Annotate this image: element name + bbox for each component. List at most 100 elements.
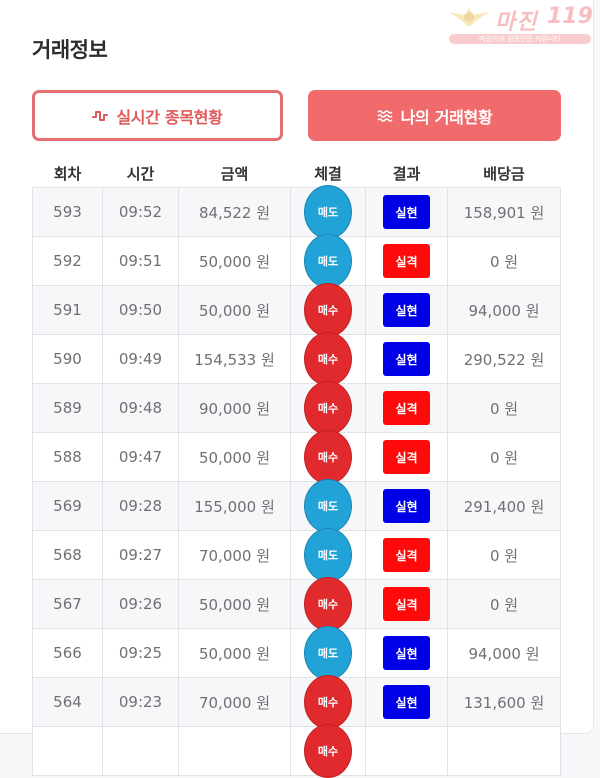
disqualified-badge: 실격 (383, 538, 430, 572)
sell-badge: 매도 (304, 626, 352, 680)
page-title: 거래정보 (32, 38, 108, 62)
buy-badge: 매수 (304, 381, 352, 435)
buy-badge: 매수 (304, 283, 352, 337)
amount-cell (178, 726, 291, 776)
realized-badge: 실현 (383, 293, 430, 327)
payout-cell: 0 원 (447, 530, 561, 580)
tab-my-trades-label: 나의 거래현황 (400, 107, 493, 127)
realized-badge: 실현 (383, 342, 430, 376)
sell-badge: 매도 (304, 185, 352, 239)
execution-cell: 매도 (290, 528, 366, 582)
execution-cell: 매도 (290, 626, 366, 680)
round-cell: 590 (32, 334, 103, 384)
column-header-result: 결과 (392, 165, 421, 183)
buy-badge: 매수 (304, 577, 352, 631)
watermark-logo: 마진 119 마진거래 검증전문 커뮤니티 (447, 4, 597, 44)
amount-cell: 90,000 원 (178, 383, 291, 433)
buy-badge: 매수 (304, 332, 352, 386)
round-cell (32, 726, 103, 776)
buy-badge: 매수 (304, 675, 352, 729)
trade-history-table: 회차 시간 금액 체결 결과 배당금 593 09:52 84,522 원 매도 실현 1… (32, 160, 561, 778)
time-cell: 09:27 (102, 530, 179, 580)
column-header-round: 회차 (53, 165, 82, 183)
realized-badge: 실현 (383, 489, 430, 523)
table-row: 590 09:49 154,533 원 매수 실현 290,522 원 (32, 332, 561, 386)
payout-cell (447, 726, 561, 776)
amount-cell: 50,000 원 (178, 579, 291, 629)
execution-cell: 매도 (290, 479, 366, 533)
table-row: 591 09:50 50,000 원 매수 실현 94,000 원 (32, 283, 561, 337)
payout-cell: 131,600 원 (447, 677, 561, 727)
column-header-time: 시간 (126, 165, 155, 183)
pulse-wave-icon (92, 109, 109, 123)
execution-cell: 매수 (290, 577, 366, 631)
eagle-emblem-icon (449, 8, 489, 27)
tab-my-trades[interactable]: 나의 거래현황 (308, 90, 561, 141)
result-cell: 실격 (365, 236, 448, 286)
amount-cell: 70,000 원 (178, 530, 291, 580)
buy-badge: 매수 (304, 724, 352, 778)
round-cell: 566 (32, 628, 103, 678)
table-row: 566 09:25 50,000 원 매도 실현 94,000 원 (32, 626, 561, 680)
table-row: 589 09:48 90,000 원 매수 실격 0 원 (32, 381, 561, 435)
table-row: 매수 (32, 724, 561, 778)
table-row: 593 09:52 84,522 원 매도 실현 158,901 원 (32, 185, 561, 239)
wavy-lines-icon (377, 109, 393, 122)
table-row: 592 09:51 50,000 원 매도 실격 0 원 (32, 234, 561, 288)
time-cell: 09:49 (102, 334, 179, 384)
amount-cell: 155,000 원 (178, 481, 291, 531)
column-header-amount: 금액 (220, 165, 249, 183)
round-cell: 592 (32, 236, 103, 286)
tab-realtime-status[interactable]: 실시간 종목현황 (32, 90, 283, 141)
execution-cell: 매수 (290, 724, 366, 778)
table-row: 567 09:26 50,000 원 매수 실격 0 원 (32, 577, 561, 631)
time-cell: 09:52 (102, 187, 179, 237)
time-cell (102, 726, 179, 776)
column-header-execution: 체결 (314, 165, 342, 183)
time-cell: 09:28 (102, 481, 179, 531)
payout-cell: 0 원 (447, 383, 561, 433)
payout-cell: 291,400 원 (447, 481, 561, 531)
sell-badge: 매도 (304, 234, 352, 288)
result-cell: 실격 (365, 383, 448, 433)
time-cell: 09:25 (102, 628, 179, 678)
time-cell: 09:47 (102, 432, 179, 482)
amount-cell: 70,000 원 (178, 677, 291, 727)
payout-cell: 0 원 (447, 579, 561, 629)
column-header-payout: 배당금 (483, 165, 525, 183)
round-cell: 567 (32, 579, 103, 629)
execution-cell: 매수 (290, 675, 366, 729)
round-cell: 588 (32, 432, 103, 482)
payout-cell: 158,901 원 (447, 187, 561, 237)
watermark-title: 마진 (495, 10, 538, 35)
disqualified-badge: 실격 (383, 391, 430, 425)
disqualified-badge: 실격 (383, 244, 430, 278)
amount-cell: 50,000 원 (178, 432, 291, 482)
result-cell: 실격 (365, 432, 448, 482)
execution-cell: 매수 (290, 332, 366, 386)
table-row: 564 09:23 70,000 원 매수 실현 131,600 원 (32, 675, 561, 729)
payout-cell: 94,000 원 (447, 628, 561, 678)
time-cell: 09:48 (102, 383, 179, 433)
result-cell: 실격 (365, 579, 448, 629)
amount-cell: 50,000 원 (178, 285, 291, 335)
result-cell (365, 726, 448, 776)
realized-badge: 실현 (383, 685, 430, 719)
execution-cell: 매수 (290, 381, 366, 435)
round-cell: 564 (32, 677, 103, 727)
round-cell: 568 (32, 530, 103, 580)
round-cell: 591 (32, 285, 103, 335)
time-cell: 09:23 (102, 677, 179, 727)
payout-cell: 0 원 (447, 236, 561, 286)
execution-cell: 매도 (290, 234, 366, 288)
sell-badge: 매도 (304, 528, 352, 582)
payout-cell: 290,522 원 (447, 334, 561, 384)
payout-cell: 0 원 (447, 432, 561, 482)
buy-badge: 매수 (304, 430, 352, 484)
result-cell: 실현 (365, 481, 448, 531)
execution-cell: 매수 (290, 283, 366, 337)
amount-cell: 84,522 원 (178, 187, 291, 237)
table-header-row: 회차 시간 금액 체결 결과 배당금 (33, 160, 561, 188)
round-cell: 589 (32, 383, 103, 433)
disqualified-badge: 실격 (383, 587, 430, 621)
